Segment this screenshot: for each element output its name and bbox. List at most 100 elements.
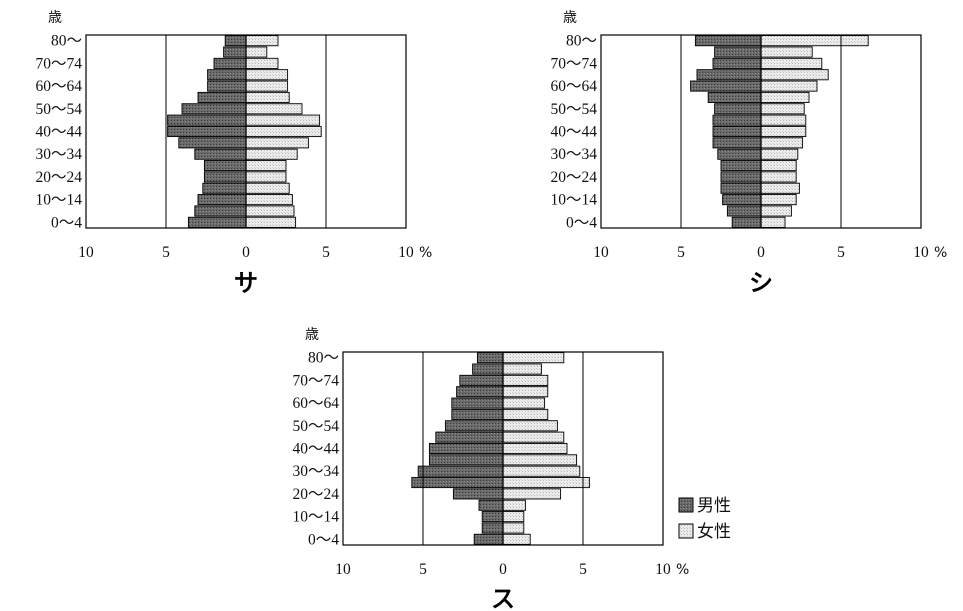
male-bar-20～24: [203, 171, 247, 183]
male-bar-60～64: [451, 397, 504, 409]
female-bar-45～49: [245, 114, 321, 126]
female-bar-60～64: [760, 80, 818, 92]
y-tick-label: 50～54: [35, 101, 82, 118]
y-tick-label: 70～74: [35, 55, 82, 72]
y-tick-label: 80～: [566, 33, 597, 50]
female-bar-20～24: [502, 488, 562, 500]
male-bar-0～4: [473, 533, 504, 545]
male-bar-25～29: [411, 477, 504, 489]
female-bar-65～69: [245, 69, 289, 81]
female-bar-35～39: [245, 137, 309, 149]
pyramid-chart-2: 80～ 70～74 60～64 50～54 40～44 30～34 20～24 10～14 0～…: [550, 10, 947, 297]
male-bar-75～79: [472, 363, 504, 375]
male-bar-15～19: [720, 182, 762, 194]
legend-male-swatch: [678, 497, 694, 513]
male-bar-45～49: [712, 114, 762, 126]
female-bar-10～14: [502, 511, 525, 523]
male-bar-50～54: [181, 103, 247, 115]
chart-title: シ: [749, 269, 773, 297]
male-bar-35～39: [178, 137, 247, 149]
male-bar-75～79: [223, 46, 247, 58]
male-bar-70～74: [213, 57, 247, 69]
y-tick-label: 20～24: [292, 486, 339, 503]
y-tick-label: 70～74: [550, 55, 597, 72]
female-bar-40～44: [760, 125, 807, 138]
female-bar-55～59: [760, 91, 810, 103]
female-bar-35～39: [502, 454, 578, 466]
male-bar-0～4: [731, 216, 762, 228]
female-bar-40～44: [245, 125, 322, 138]
pyramid-chart-1: 80～ 70～74 60～64 50～54 40～44 30～34 20～24 10～14 0～…: [35, 10, 432, 297]
male-bar-10～14: [481, 511, 504, 523]
y-axis-label: 歳: [563, 10, 577, 26]
x-tick-label: 10: [913, 244, 929, 261]
x-tick-label: 10: [335, 561, 351, 578]
male-bar-35～39: [712, 137, 762, 149]
male-bar-50～54: [714, 103, 762, 115]
y-tick-label: 60～64: [35, 78, 82, 95]
x-tick-label: 0: [499, 561, 507, 578]
male-bar-5～9: [194, 205, 247, 217]
y-tick-label: 60～64: [550, 78, 597, 95]
y-tick-label: 50～54: [292, 418, 339, 435]
female-bar-55～59: [245, 91, 290, 103]
chart-title: ス: [491, 585, 515, 611]
y-axis-label: 歳: [48, 10, 62, 26]
y-tick-label: 20～24: [35, 169, 82, 186]
female-bar-5～9: [245, 205, 295, 217]
y-tick-label: 0～4: [566, 214, 597, 231]
female-bar-10～14: [245, 194, 293, 206]
y-tick-label: 40～44: [292, 441, 339, 458]
female-bar-50～54: [760, 103, 805, 115]
male-bar-55～59: [197, 91, 247, 103]
legend-male-label: 男性: [697, 496, 731, 516]
female-bar-75～79: [245, 46, 268, 58]
female-bar-30～34: [760, 148, 799, 160]
chart-title: サ: [234, 269, 258, 297]
x-tick-label: 10: [78, 244, 94, 261]
male-bar-45～49: [435, 431, 504, 443]
female-bar-70～74: [245, 57, 279, 69]
charts: 80～ 70～74 60～64 50～54 40～44 30～34 20～24 10～14 0～…: [35, 10, 947, 611]
x-tick-label: 5: [677, 244, 685, 261]
female-bar-75～79: [760, 46, 813, 58]
y-tick-label: 80～: [308, 350, 339, 367]
male-bar-30～34: [194, 148, 247, 160]
y-tick-label: 50～54: [550, 101, 597, 118]
y-tick-label: 40～44: [550, 124, 597, 141]
female-bar-15～19: [760, 182, 800, 194]
x-tick-label: 0: [242, 244, 250, 261]
male-bar-60～64: [690, 80, 762, 92]
female-bar-15～19: [245, 182, 290, 194]
legend: 男性 女性: [678, 496, 731, 542]
x-tick-label: 0: [757, 244, 765, 261]
female-bar-20～24: [760, 171, 797, 183]
male-bar-5～9: [481, 522, 504, 534]
male-bar-30～34: [717, 148, 762, 160]
female-bar-5～9: [502, 522, 525, 534]
female-bar-0～4: [245, 216, 297, 228]
male-bar-65～69: [456, 386, 504, 398]
male-bar-40～44: [428, 442, 504, 455]
female-bar-75～79: [502, 363, 542, 375]
male-bar-25～29: [720, 160, 762, 172]
female-bar-70～74: [760, 57, 823, 69]
female-bar-0～4: [760, 216, 786, 228]
x-tick-label: 5: [419, 561, 427, 578]
male-bar-70～74: [459, 374, 504, 386]
female-bar-25～29: [760, 160, 797, 172]
female-bar-15～19: [502, 499, 526, 511]
y-tick-label: 60～64: [292, 395, 339, 412]
y-tick-label: 30～34: [292, 463, 339, 480]
legend-female-label: 女性: [697, 522, 731, 542]
male-bar-45～49: [167, 114, 247, 126]
female-bar-50～54: [502, 420, 558, 432]
male-bar-75～79: [714, 46, 762, 58]
female-bar-0～4: [502, 533, 531, 545]
y-tick-label: 30～34: [550, 146, 597, 163]
female-bar-60～64: [502, 397, 546, 409]
y-tick-label: 10～14: [550, 192, 597, 209]
y-tick-label: 30～34: [35, 146, 82, 163]
female-bar-30～34: [502, 465, 581, 477]
